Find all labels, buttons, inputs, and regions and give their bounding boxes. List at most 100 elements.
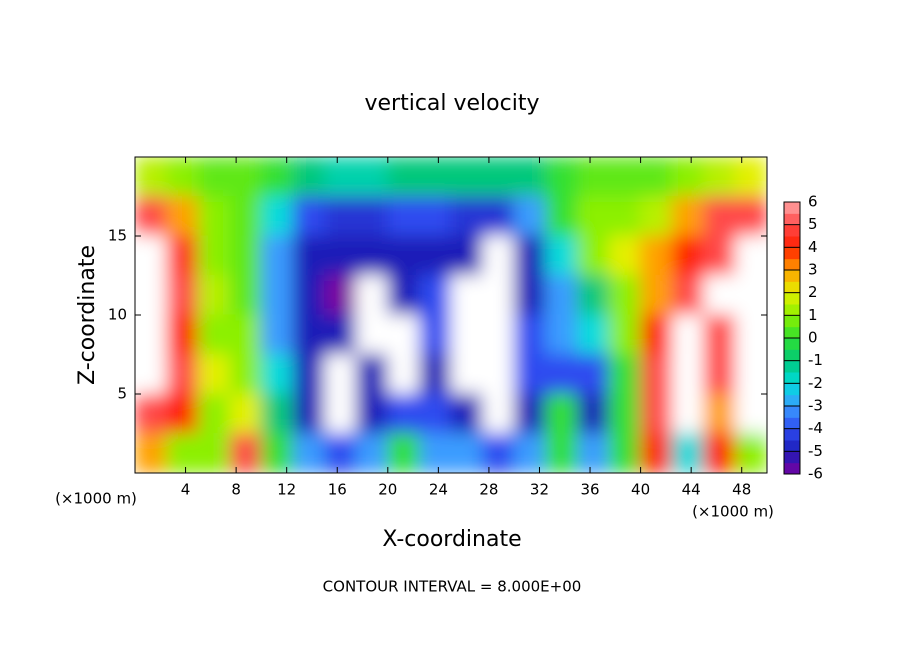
heat-cell: [166, 157, 199, 197]
heat-cell: [671, 354, 705, 395]
heat-cell: [545, 393, 578, 434]
heat-cell: [166, 235, 199, 276]
heat-cell: [135, 314, 168, 355]
colorbar-tick-label: -2: [808, 374, 823, 392]
y-unit-label: (×1000 m): [692, 503, 774, 521]
colorbar-tick-label: -1: [808, 351, 823, 369]
colorbar-swatch: [784, 440, 800, 452]
heat-cell: [387, 275, 420, 316]
heat-cell: [387, 314, 420, 355]
heat-cell: [734, 235, 767, 276]
heat-cell: [513, 314, 547, 355]
heat-cell: [260, 354, 294, 395]
heat-cell: [671, 393, 705, 434]
x-axis-label: X-coordinate: [382, 527, 521, 552]
heat-cell: [324, 157, 357, 197]
heat-cell: [292, 393, 326, 434]
heat-cell: [703, 235, 736, 276]
heat-cell: [387, 196, 420, 237]
heat-cell: [640, 157, 673, 197]
heat-cell: [260, 393, 294, 434]
heat-cell: [703, 196, 736, 237]
heat-cell: [229, 393, 262, 434]
colorbar-swatch: [784, 462, 800, 475]
x-tick-label: 4: [181, 481, 191, 499]
heat-cell: [450, 275, 484, 316]
heat-cell: [324, 433, 357, 473]
heat-cell: [640, 235, 673, 276]
colorbar-swatch: [784, 292, 800, 305]
colorbar-tick-label: 2: [808, 283, 818, 301]
heat-cell: [734, 393, 767, 434]
heat-cell: [450, 235, 484, 276]
heat-cell: [418, 393, 452, 434]
colorbar-swatch: [784, 213, 800, 226]
heat-cell: [355, 275, 389, 316]
heat-cell: [450, 314, 484, 355]
colorbar-swatch: [784, 383, 800, 396]
x-tick-label: 32: [530, 481, 549, 499]
colorbar-swatch: [784, 281, 800, 294]
heat-cell: [355, 314, 389, 355]
heat-cell: [703, 314, 736, 355]
heat-cell: [229, 275, 262, 316]
heat-cell: [292, 433, 326, 473]
colorbar-swatch: [784, 224, 800, 237]
heat-cell: [545, 157, 578, 197]
heat-cell: [197, 196, 231, 237]
colorbar-tick-label: 5: [808, 215, 818, 233]
heat-cell: [197, 157, 231, 197]
heat-cell: [703, 275, 736, 316]
heat-cell: [545, 433, 578, 473]
heat-cell: [355, 393, 389, 434]
heat-cell: [387, 157, 420, 197]
axes: 4 8 12 16 20 24 28 32 36 40 44 4851015-6-5-4-3-2-10…: [108, 157, 823, 499]
heat-cell: [640, 314, 673, 355]
heat-cell: [135, 275, 168, 316]
heat-cell: [513, 196, 547, 237]
heat-cell: [482, 196, 515, 237]
colorbar-swatch: [784, 304, 800, 316]
heat-cell: [608, 196, 642, 237]
heat-cell: [608, 157, 642, 197]
heat-cell: [671, 196, 705, 237]
x-tick-label: 40: [631, 481, 650, 499]
heat-cell: [387, 235, 420, 276]
heat-cell: [734, 157, 767, 197]
colorbar-swatch: [784, 338, 800, 350]
heat-cell: [197, 235, 231, 276]
heat-cell: [576, 275, 610, 316]
heat-cell: [260, 433, 294, 473]
heat-cell: [355, 354, 389, 395]
heat-cell: [450, 354, 484, 395]
heat-cell: [135, 393, 168, 434]
colorbar-tick-label: 6: [808, 193, 818, 211]
heat-cell: [135, 196, 168, 237]
heat-cell: [576, 157, 610, 197]
heat-cell: [418, 196, 452, 237]
heat-cell: [324, 196, 357, 237]
heat-cell: [482, 235, 515, 276]
heat-cell: [418, 354, 452, 395]
heat-cell: [229, 235, 262, 276]
x-tick-label: 20: [378, 481, 397, 499]
heat-cell: [545, 196, 578, 237]
heat-cell: [229, 314, 262, 355]
heat-cell: [387, 354, 420, 395]
heat-cell: [513, 354, 547, 395]
heat-cell: [418, 433, 452, 473]
heat-cell: [292, 196, 326, 237]
colorbar-swatch: [784, 270, 800, 282]
colorbar-tick-label: -6: [808, 465, 823, 483]
colorbar-tick-label: -4: [808, 419, 823, 437]
heat-cell: [197, 354, 231, 395]
heat-cell: [482, 314, 515, 355]
x-unit-label: (×1000 m): [55, 490, 137, 508]
colorbar-swatch: [784, 428, 800, 441]
colorbar-swatch: [784, 326, 800, 339]
heat-cell: [545, 354, 578, 395]
colorbar-swatch: [784, 202, 800, 214]
heat-cell: [671, 235, 705, 276]
heat-cell: [324, 314, 357, 355]
heat-cell: [450, 157, 484, 197]
